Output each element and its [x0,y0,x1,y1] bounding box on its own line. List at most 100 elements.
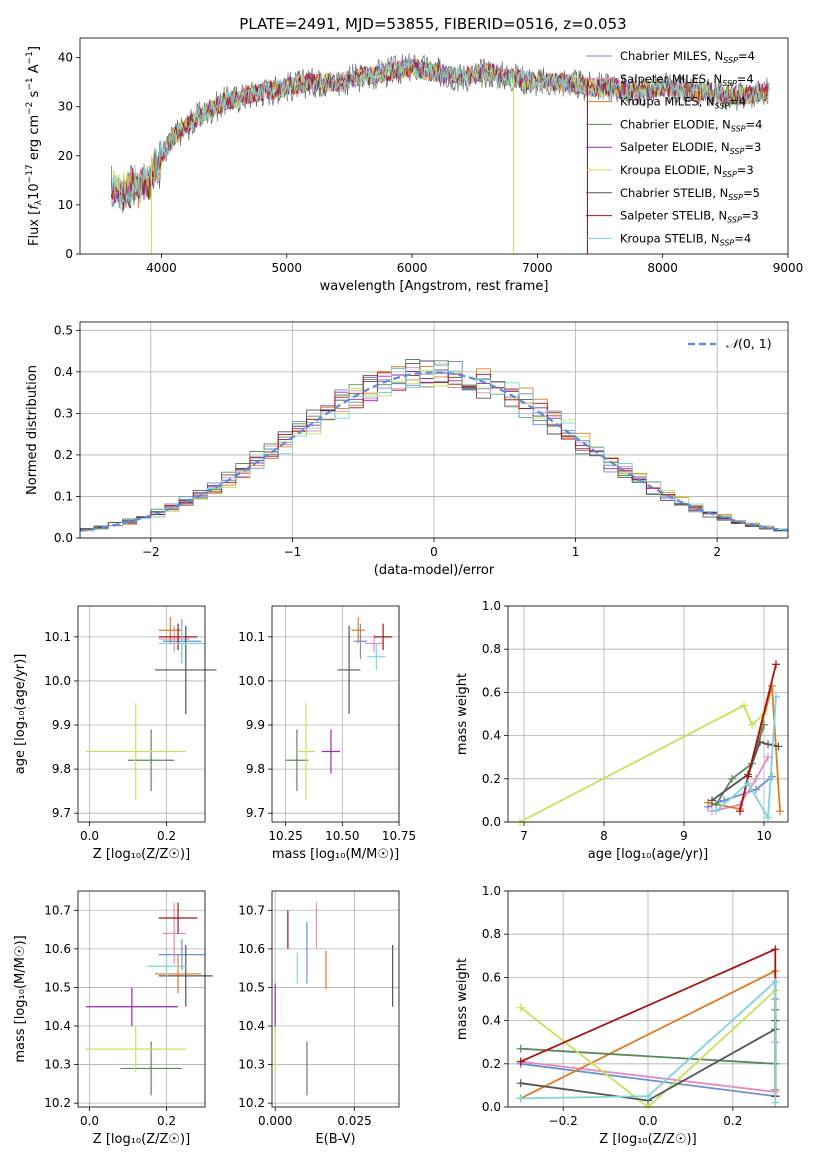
y-tick-label: 10.6 [44,942,71,956]
x-tick-label: 9000 [773,261,804,275]
x-tick-label: 10.50 [325,829,359,843]
axes-frame [507,605,789,823]
x-axis-label: Z [log₁₀(Z/Z☉)] [599,1132,696,1147]
y-tick-label: 9.7 [246,806,265,820]
y-tick-label: 20 [58,149,73,163]
x-tick-label: 10.75 [382,829,416,843]
y-tick-label: 10.6 [238,942,265,956]
x-tick-label: −2 [142,545,160,559]
y-tick-label: 10.0 [238,674,265,688]
panel-mass_vs_Z: 0.0 0.2 10.2 10.3 10.4 10.5 10.6 10.7 Z [log₁₀(Z… [13,890,213,1147]
weight-line-kroupa_stelib [520,979,777,1103]
y-tick-label: 0.4 [482,729,501,743]
x-tick-label: 1 [572,545,580,559]
y-tick-label: 1.0 [482,599,501,613]
y-tick-label: 0.4 [54,365,73,379]
x-axis-label: age [log₁₀(age/yr)] [588,847,709,862]
weight-line-kroupa_stelib [715,696,777,821]
x-tick-label: 10 [756,829,771,843]
y-tick-label: 0.0 [54,531,73,545]
y-tick-label: 10.3 [44,1058,71,1072]
x-tick-label: 5000 [271,261,302,275]
x-tick-label: 0.0 [80,1114,99,1128]
x-axis-label: E(B-V) [315,1132,355,1147]
histogram-kroupa_stelib [80,364,788,538]
y-tick-label: 0.8 [482,642,501,656]
axes-frame [271,605,400,823]
y-tick-label: 10.2 [238,1096,265,1110]
x-tick-label: 7 [520,829,528,843]
figure-title: PLATE=2491, MJD=53855, FIBERID=0516, z=0… [239,15,626,33]
y-axis-label: mass [log₁₀(M/M☉)] [13,935,28,1062]
x-tick-label: 4000 [146,261,177,275]
x-axis-label: Z [log₁₀(Z/Z☉)] [93,847,190,862]
panel-residuals: −2 −1 0 1 2 0.0 0.1 0.2 0.3 0.4 0.5 (data-model)/er… [25,321,789,578]
y-tick-label: 10.5 [238,980,265,994]
x-tick-label: 0.2 [723,1114,742,1128]
y-tick-label: 0 [65,247,73,261]
x-tick-label: 0.000 [258,1114,292,1128]
y-axis-label: age [log₁₀(age/yr)] [13,654,28,775]
gaussian-curve [79,371,789,532]
y-tick-label: 10.3 [238,1058,265,1072]
weight-line-salpeter_miles [711,756,769,813]
x-tick-label: 6000 [397,261,428,275]
panel-age_vs_Z: 0.0 0.2 9.7 9.8 9.9 10.0 10.1 Z [log₁₀(Z/Z☉)] ag… [13,605,217,862]
y-axis-label: Flux [fλ10−17 erg cm−2 s−1 A−1] [25,46,44,246]
y-tick-label: 0.0 [482,815,501,829]
x-axis-label: mass [log₁₀(M/M☉)] [272,847,399,862]
legend-label-kroupa_elodie: Kroupa ELODIE, NSSP=3 [620,163,754,179]
y-tick-label: 10.7 [238,903,265,917]
x-tick-label: −0.2 [549,1114,578,1128]
x-axis-label: (data-model)/error [374,563,495,578]
x-tick-label: 10.25 [268,829,302,843]
legend-label-chabrier_elodie: Chabrier ELODIE, NSSP=4 [620,117,762,133]
weight-line-kroupa_elodie [519,704,765,822]
y-axis-label: mass weight [455,673,470,755]
y-tick-label: 10.2 [44,1096,71,1110]
y-tick-label: 30 [58,100,73,114]
axes-frame [77,890,206,1108]
y-tick-label: 10.7 [44,903,71,917]
legend-label-gaussian: 𝒩(0, 1) [726,336,772,351]
x-tick-label: 0.2 [157,1114,176,1128]
y-tick-label: 0.2 [482,772,501,786]
axes-frame [271,890,400,1108]
panel-age_vs_mass: 10.25 10.50 10.75 9.7 9.8 9.9 10.0 10.1 mass [lo… [238,605,416,862]
axes-frame [77,605,206,823]
x-tick-label: 0.025 [337,1114,371,1128]
y-tick-label: 10.1 [44,630,71,644]
y-tick-label: 9.7 [52,806,71,820]
y-tick-label: 0.2 [482,1057,501,1071]
y-tick-label: 9.9 [246,718,265,732]
x-tick-label: 0 [430,545,438,559]
x-tick-label: −1 [284,545,302,559]
y-tick-label: 1.0 [482,884,501,898]
y-tick-label: 0.3 [54,406,73,420]
y-tick-label: 0.0 [482,1100,501,1114]
x-axis-label: wavelength [Angstrom, rest frame] [320,279,549,294]
y-tick-label: 0.2 [54,448,73,462]
x-tick-label: 8 [600,829,608,843]
y-tick-label: 10.0 [44,674,71,688]
y-tick-label: 10.1 [238,630,265,644]
axes-frame [79,37,789,255]
y-tick-label: 10 [58,198,73,212]
y-tick-label: 0.5 [54,323,73,337]
x-tick-label: 7000 [522,261,553,275]
legend-label-kroupa_stelib: Kroupa STELIB, NSSP=4 [620,231,751,247]
panel-spectrum: 4000 5000 6000 7000 8000 9000 0 10 20 30 40 wavelen… [25,37,804,294]
y-tick-label: 9.8 [52,762,71,776]
y-tick-label: 40 [58,51,73,65]
axes-frame [507,890,789,1108]
y-tick-label: 0.6 [482,685,501,699]
y-tick-label: 0.4 [482,1014,501,1028]
panel-massweight_vs_age: 7 8 9 10 0.0 0.2 0.4 0.6 0.8 1.0 mass weight age [l… [455,599,789,862]
legend-label-chabrier_stelib: Chabrier STELIB, NSSP=5 [620,186,760,202]
axes-frame [79,321,789,539]
y-axis-label: mass weight [455,958,470,1040]
legend-label-salpeter_stelib: Salpeter STELIB, NSSP=3 [620,209,759,225]
panel-mass_vs_ebv: 0.000 0.025 10.2 10.3 10.4 10.5 10.6 10.7 E(B-V) [238,890,400,1147]
x-tick-label: 0.2 [157,829,176,843]
